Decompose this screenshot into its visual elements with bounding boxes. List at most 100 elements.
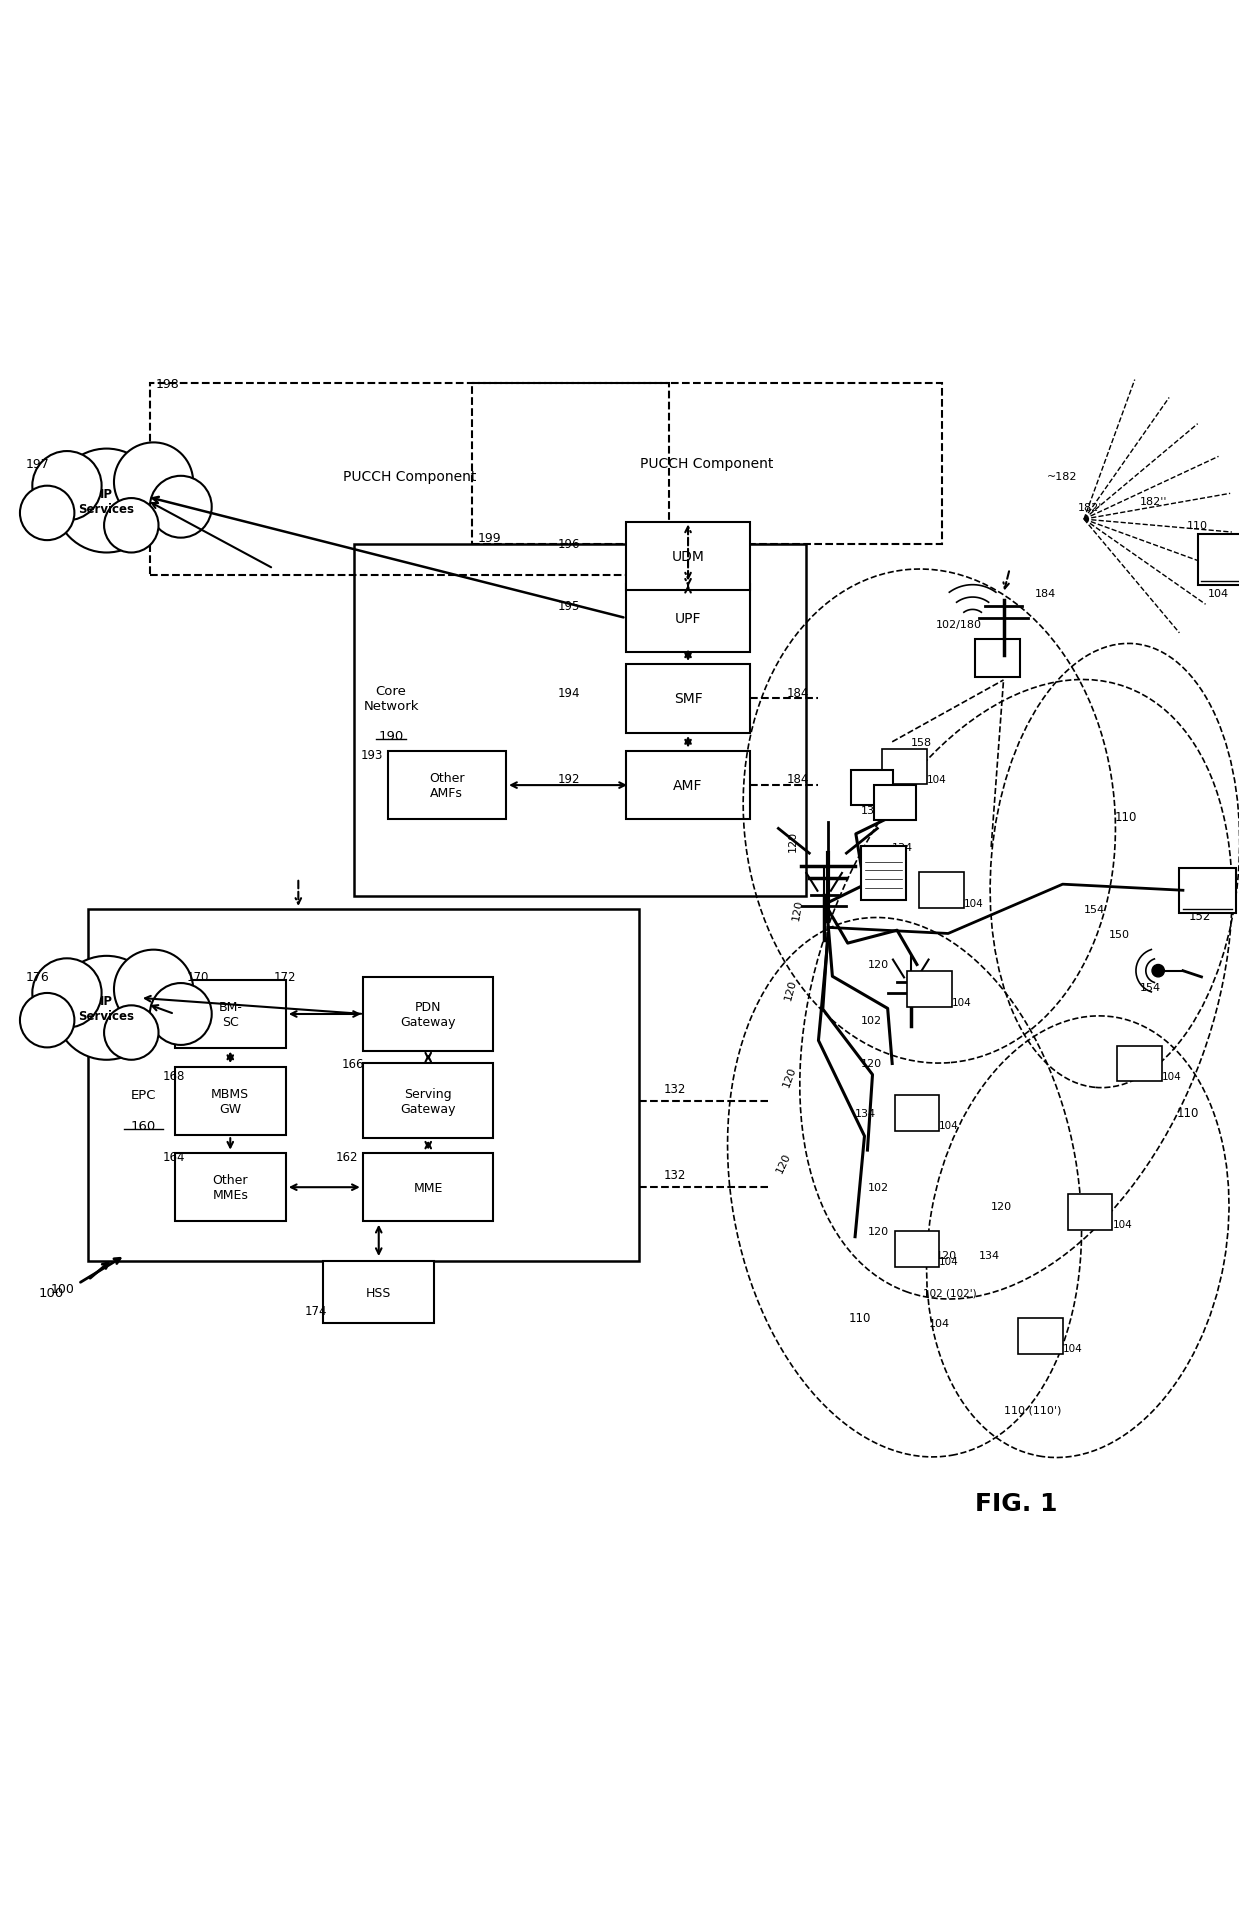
Text: 164: 164 [162, 1150, 185, 1164]
Text: 174: 174 [305, 1305, 327, 1318]
Text: IP
Services: IP Services [78, 994, 135, 1023]
Text: 184: 184 [1034, 589, 1055, 598]
Text: 194: 194 [558, 687, 580, 699]
FancyBboxPatch shape [175, 1154, 286, 1222]
Text: 134: 134 [856, 1108, 877, 1117]
Text: 162: 162 [336, 1150, 358, 1164]
Text: PUCCH Component: PUCCH Component [640, 457, 774, 471]
Text: 166: 166 [342, 1058, 365, 1071]
Text: 104: 104 [1208, 589, 1229, 598]
Text: MME: MME [414, 1181, 443, 1195]
Text: IP
Services: IP Services [78, 486, 135, 515]
Text: BM-
SC: BM- SC [218, 1000, 242, 1029]
Text: 172: 172 [274, 971, 296, 984]
FancyBboxPatch shape [626, 751, 750, 820]
FancyBboxPatch shape [883, 749, 926, 786]
Text: 154: 154 [1140, 982, 1161, 992]
FancyBboxPatch shape [919, 872, 963, 909]
Text: 104: 104 [951, 998, 971, 1007]
Circle shape [114, 950, 193, 1029]
Circle shape [1152, 965, 1164, 977]
Text: 100: 100 [51, 1283, 74, 1295]
Text: HSS: HSS [366, 1285, 392, 1299]
Text: 102 (102'): 102 (102') [923, 1287, 977, 1297]
Text: 152: 152 [1189, 909, 1211, 923]
Text: 120: 120 [789, 830, 799, 851]
FancyBboxPatch shape [1117, 1046, 1162, 1083]
Text: 110: 110 [1177, 1108, 1199, 1119]
Text: ~182: ~182 [1047, 471, 1078, 482]
FancyBboxPatch shape [895, 1231, 939, 1268]
Text: 104: 104 [963, 897, 983, 909]
Circle shape [20, 994, 74, 1048]
Text: 120: 120 [868, 959, 889, 971]
FancyBboxPatch shape [874, 786, 915, 820]
Text: 120: 120 [791, 897, 805, 921]
Text: 104: 104 [1112, 1220, 1132, 1229]
Text: 134: 134 [893, 843, 914, 853]
Text: 176: 176 [26, 971, 50, 984]
Text: Other
MMEs: Other MMEs [212, 1173, 248, 1202]
Text: 184: 184 [787, 687, 810, 699]
Text: 160: 160 [131, 1119, 156, 1133]
FancyBboxPatch shape [1068, 1195, 1112, 1229]
Text: 104: 104 [939, 1256, 959, 1266]
Text: 104: 104 [926, 774, 946, 784]
FancyBboxPatch shape [1179, 868, 1236, 913]
Text: 120: 120 [935, 1251, 956, 1260]
FancyBboxPatch shape [906, 973, 951, 1007]
Text: 192: 192 [558, 774, 580, 786]
Text: Other
AMFs: Other AMFs [429, 772, 465, 799]
Text: 190: 190 [378, 730, 404, 743]
Text: 110: 110 [1187, 521, 1208, 531]
Text: UPF: UPF [675, 612, 702, 625]
Circle shape [32, 959, 102, 1029]
Text: 132: 132 [663, 1083, 686, 1094]
Text: 158: 158 [910, 737, 932, 747]
Text: Core
Network: Core Network [363, 685, 419, 712]
Text: 170: 170 [187, 971, 210, 984]
Text: 104: 104 [929, 1318, 950, 1328]
FancyBboxPatch shape [388, 751, 506, 820]
Circle shape [150, 477, 212, 538]
Text: 199: 199 [477, 533, 501, 544]
Text: PDN
Gateway: PDN Gateway [401, 1000, 456, 1029]
Text: AMF: AMF [673, 778, 703, 793]
Text: 120: 120 [868, 1226, 889, 1235]
Text: 120: 120 [775, 1150, 792, 1175]
FancyBboxPatch shape [975, 639, 1019, 677]
Circle shape [32, 452, 102, 521]
FancyBboxPatch shape [363, 1063, 494, 1139]
Text: 110: 110 [1115, 811, 1137, 822]
Text: 195: 195 [558, 600, 580, 614]
Text: 104: 104 [1162, 1071, 1182, 1081]
FancyBboxPatch shape [363, 977, 494, 1052]
FancyBboxPatch shape [175, 1067, 286, 1135]
Text: 110 (110'): 110 (110') [1003, 1405, 1061, 1415]
Text: 184: 184 [787, 774, 810, 786]
FancyBboxPatch shape [626, 585, 750, 652]
Text: 100: 100 [38, 1285, 63, 1299]
Text: 134: 134 [978, 1251, 999, 1260]
FancyBboxPatch shape [175, 980, 286, 1048]
Text: 102: 102 [868, 892, 889, 901]
Text: 198: 198 [156, 376, 180, 390]
FancyBboxPatch shape [852, 770, 894, 805]
Text: MBMS
GW: MBMS GW [211, 1087, 249, 1116]
Text: 193: 193 [360, 749, 383, 760]
Circle shape [55, 957, 159, 1060]
Text: 110: 110 [849, 1310, 872, 1324]
Text: 197: 197 [26, 457, 50, 471]
Text: PUCCH Component: PUCCH Component [343, 469, 476, 484]
Text: 196: 196 [558, 538, 580, 552]
Text: 104: 104 [1063, 1343, 1083, 1353]
Text: 182'': 182'' [1140, 496, 1167, 506]
FancyBboxPatch shape [862, 845, 905, 901]
Text: Serving
Gateway: Serving Gateway [401, 1087, 456, 1116]
Text: 120: 120 [781, 1065, 797, 1089]
Text: SMF: SMF [673, 693, 702, 706]
Text: 154: 154 [1084, 905, 1105, 915]
Text: 102: 102 [862, 1015, 883, 1025]
FancyBboxPatch shape [363, 1154, 494, 1222]
Text: UDM: UDM [672, 550, 704, 564]
